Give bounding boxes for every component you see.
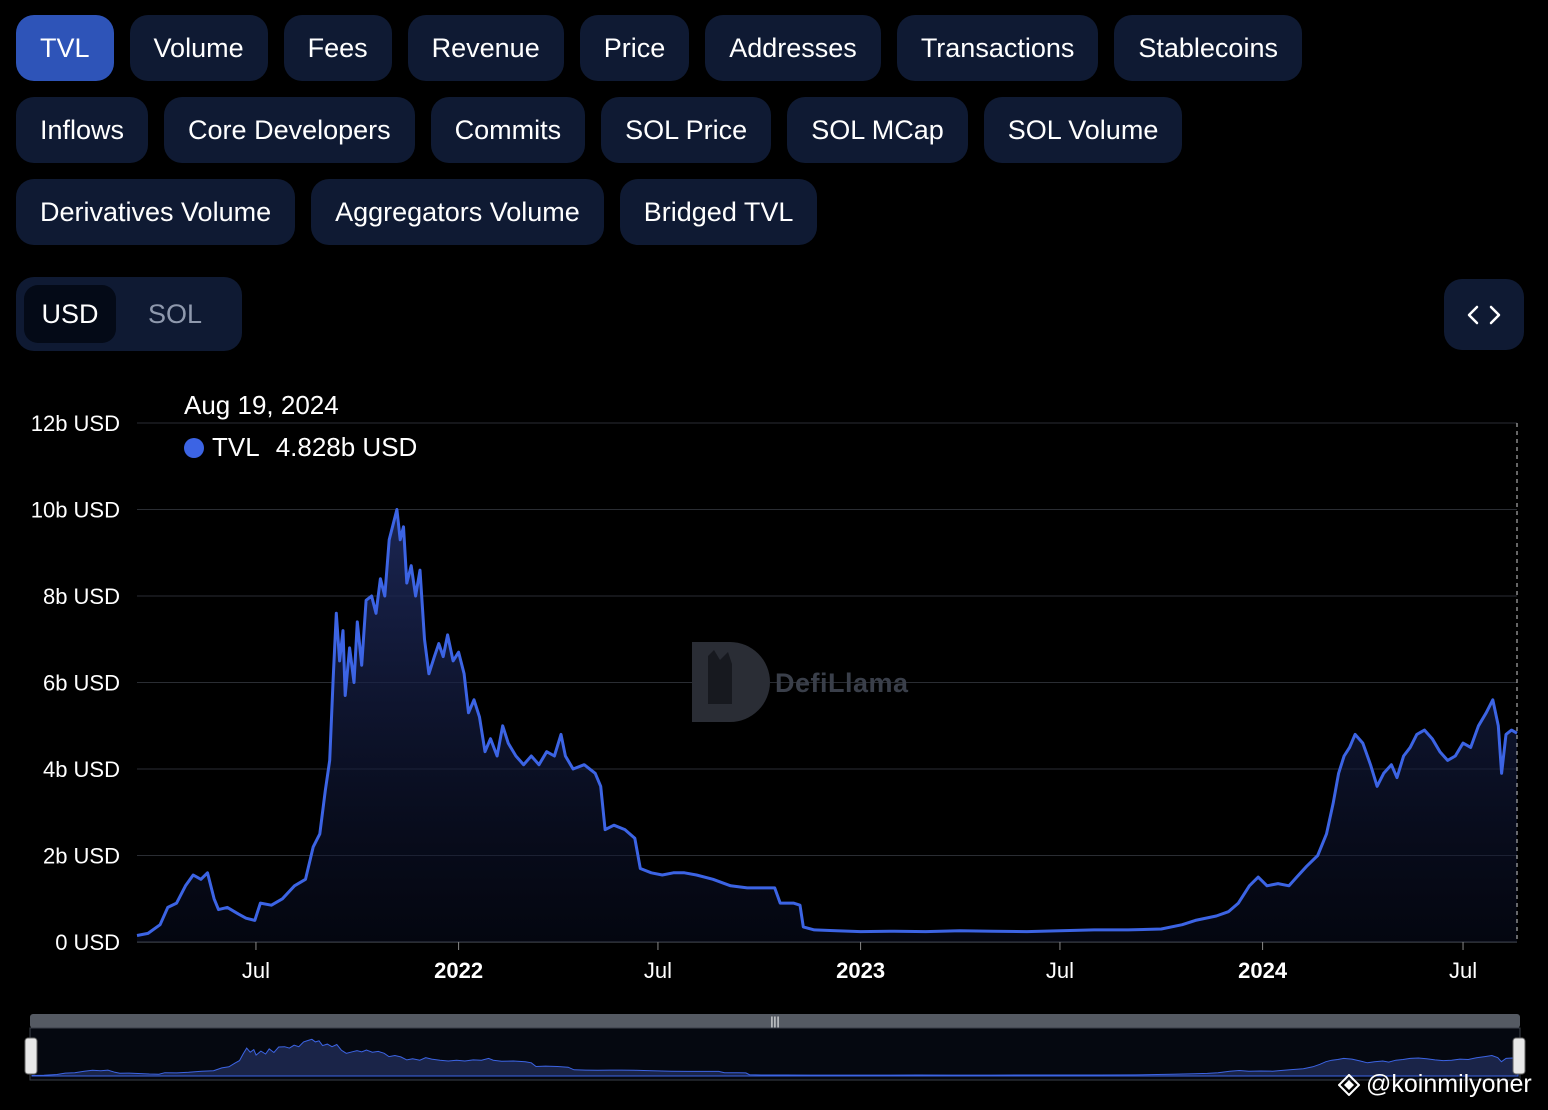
credit-label: @koinmilyoner xyxy=(1338,1070,1532,1099)
x-tick-label: Jul xyxy=(1449,958,1477,983)
navigator-right-handle[interactable] xyxy=(1512,1037,1526,1075)
metric-tabs-row-1: TVL Volume Fees Revenue Price Addresses Transa… xyxy=(16,15,1302,81)
tab-derivatives-volume[interactable]: Derivatives Volume xyxy=(16,179,296,245)
tooltip-date: Aug 19, 2024 xyxy=(184,390,339,420)
y-tick-label: 10b USD xyxy=(31,498,120,523)
tab-transactions[interactable]: Transactions xyxy=(896,15,1099,81)
tab-tvl[interactable]: TVL xyxy=(16,15,114,81)
tab-core-developers[interactable]: Core Developers xyxy=(164,97,415,163)
usd-option[interactable]: USD xyxy=(24,285,116,343)
metric-tabs-row-2: Inflows Core Developers Commits SOL Price SO… xyxy=(16,97,1183,163)
tab-addresses[interactable]: Addresses xyxy=(705,15,881,81)
tooltip-value: 4.828b USD xyxy=(275,432,418,462)
tooltip-series: TVL xyxy=(212,432,260,462)
y-tick-label: 2b USD xyxy=(43,844,120,869)
tab-commits[interactable]: Commits xyxy=(430,97,586,163)
y-tick-label: 8b USD xyxy=(43,584,120,609)
range-navigator[interactable]: ||| xyxy=(24,1014,1526,1081)
y-tick-label: 12b USD xyxy=(31,411,120,436)
embed-button[interactable] xyxy=(1444,279,1524,350)
tab-sol-mcap[interactable]: SOL MCap xyxy=(787,97,968,163)
metric-tabs-row-3: Derivatives Volume Aggregators Volume Brid… xyxy=(16,179,818,245)
credit-text: @koinmilyoner xyxy=(1366,1070,1532,1098)
currency-toggle: USD SOL xyxy=(16,277,242,351)
y-tick-label: 4b USD xyxy=(43,757,120,782)
y-tick-label: 6b USD xyxy=(43,671,120,696)
navigator-grip-icon[interactable]: ||| xyxy=(770,1014,779,1028)
tab-inflows[interactable]: Inflows xyxy=(16,97,149,163)
x-tick-label: 2024 xyxy=(1238,958,1288,983)
series-dot-icon xyxy=(184,437,204,458)
tab-fees[interactable]: Fees xyxy=(283,15,392,81)
diamond-logo-icon xyxy=(1338,1073,1360,1096)
x-tick-label: 2022 xyxy=(434,958,483,983)
x-tick-label: 2023 xyxy=(836,958,885,983)
tab-sol-volume[interactable]: SOL Volume xyxy=(983,97,1183,163)
defillama-logo xyxy=(692,642,770,722)
tvl-line xyxy=(136,508,1518,937)
tab-bridged-tvl[interactable]: Bridged TVL xyxy=(619,179,818,245)
tvl-chart[interactable]: 0 USD 2b USD 4b USD 6b USD 8b USD 10b USD 12b … xyxy=(0,380,1548,1110)
tvl-area-fill xyxy=(137,509,1517,942)
watermark-text: DefiLlama xyxy=(775,668,909,698)
x-tick-label: Jul xyxy=(242,958,270,983)
tab-revenue[interactable]: Revenue xyxy=(407,15,564,81)
tab-volume[interactable]: Volume xyxy=(129,15,268,81)
sol-option[interactable]: SOL xyxy=(147,298,203,329)
tab-sol-price[interactable]: SOL Price xyxy=(601,97,772,163)
tab-price[interactable]: Price xyxy=(579,15,690,81)
code-brackets-icon xyxy=(1467,305,1501,324)
tab-stablecoins[interactable]: Stablecoins xyxy=(1114,15,1302,81)
tooltip-value-row: TVL 4.828b USD xyxy=(184,432,417,463)
navigator-area xyxy=(31,1038,1519,1077)
navigator-left-handle[interactable] xyxy=(24,1037,38,1075)
y-tick-label: 0 USD xyxy=(55,930,120,955)
x-tick-label: Jul xyxy=(1046,958,1074,983)
tab-aggregators-volume[interactable]: Aggregators Volume xyxy=(311,179,604,245)
x-tick-label: Jul xyxy=(644,958,672,983)
